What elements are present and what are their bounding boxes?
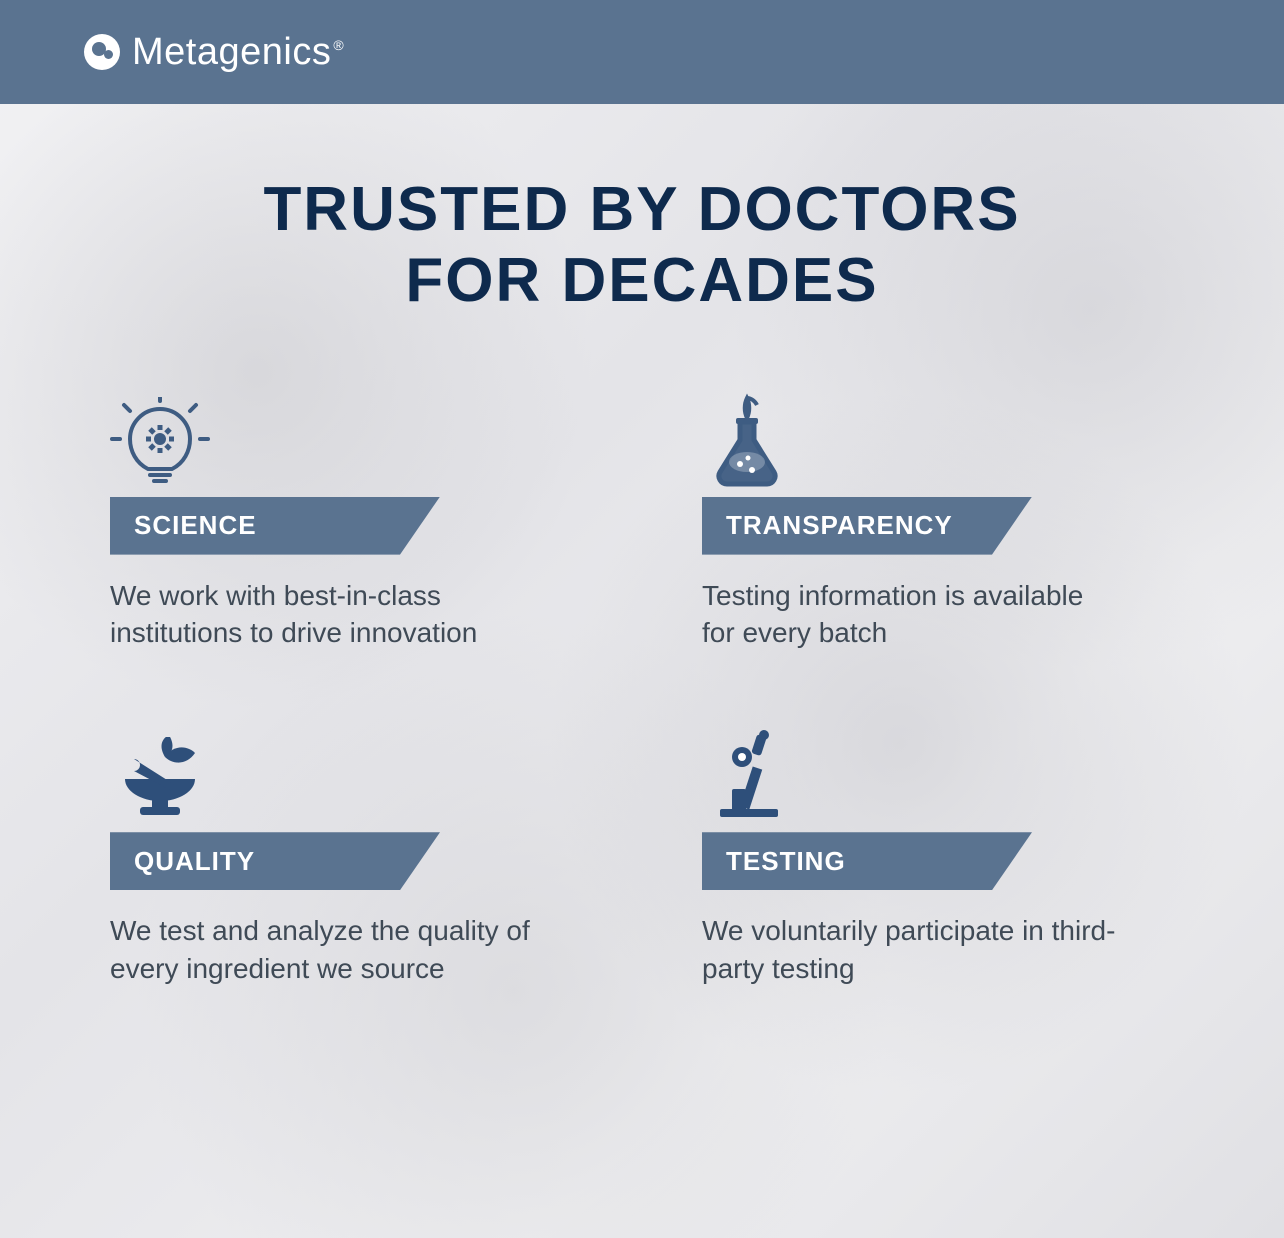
testing-icon	[702, 732, 1174, 832]
feature-science: SCIENCE We work with best-in-class insti…	[110, 397, 582, 653]
testing-label-text: TESTING	[726, 846, 846, 877]
science-label-text: SCIENCE	[134, 510, 257, 541]
transparency-icon	[702, 397, 1174, 497]
quality-desc: We test and analyze the quality of every…	[110, 912, 530, 988]
quality-label-text: QUALITY	[134, 846, 255, 877]
transparency-desc: Testing information is available for eve…	[702, 577, 1122, 653]
brand-logo: Metagenics®	[84, 31, 342, 74]
brand-name-text: Metagenics	[132, 31, 331, 73]
quality-icon	[110, 732, 582, 832]
feature-transparency: TRANSPARENCY Testing information is avai…	[702, 397, 1174, 653]
headline-line-2: FOR DECADES	[405, 246, 878, 315]
brand-registered-mark: ®	[333, 37, 344, 53]
feature-quality: QUALITY We test and analyze the quality …	[110, 732, 582, 988]
testing-label: TESTING	[702, 832, 1032, 890]
transparency-label: TRANSPARENCY	[702, 497, 1032, 555]
header-bar: Metagenics®	[0, 0, 1284, 104]
headline-line-1: TRUSTED BY DOCTORS	[263, 175, 1020, 244]
brand-logo-icon	[84, 34, 120, 70]
feature-testing: TESTING We voluntarily participate in th…	[702, 732, 1174, 988]
testing-desc: We voluntarily participate in third-part…	[702, 912, 1122, 988]
transparency-label-text: TRANSPARENCY	[726, 510, 953, 541]
brand-name: Metagenics®	[132, 31, 342, 74]
science-desc: We work with best-in-class institutions …	[110, 577, 530, 653]
page-headline: TRUSTED BY DOCTORS FOR DECADES	[0, 174, 1284, 317]
feature-grid: SCIENCE We work with best-in-class insti…	[0, 317, 1284, 988]
science-label: SCIENCE	[110, 497, 440, 555]
quality-label: QUALITY	[110, 832, 440, 890]
science-icon	[110, 397, 582, 497]
infographic-page: Metagenics® TRUSTED BY DOCTORS FOR DECAD…	[0, 0, 1284, 1238]
